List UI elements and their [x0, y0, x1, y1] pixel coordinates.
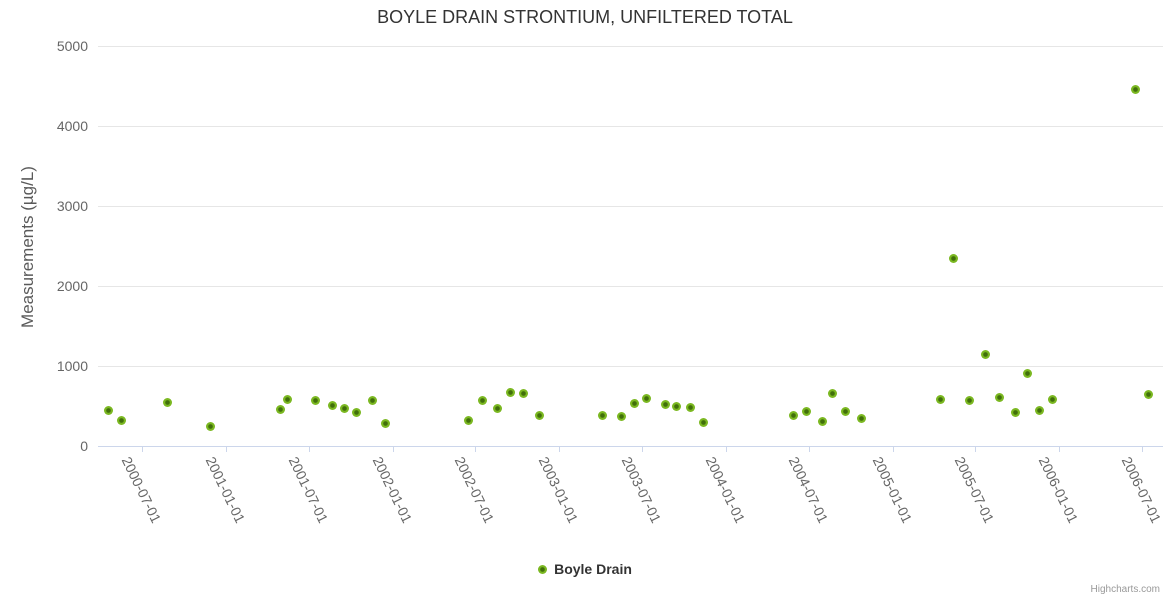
x-axis-label: 2002-07-01 [451, 454, 498, 526]
x-axis-tick [1142, 447, 1143, 452]
credits-link[interactable]: Highcharts.com [1090, 584, 1160, 595]
x-axis-label: 2004-07-01 [785, 454, 832, 526]
x-axis-label: 2000-07-01 [118, 454, 165, 526]
data-point[interactable] [1048, 394, 1058, 404]
x-axis-label: 2006-01-01 [1035, 454, 1082, 526]
y-axis-label: 1000 [56, 358, 88, 374]
x-axis-tick [892, 447, 894, 452]
y-gridline [98, 206, 1163, 207]
data-point[interactable] [630, 399, 640, 409]
data-point[interactable] [477, 395, 487, 405]
y-gridline [98, 286, 1163, 287]
data-point[interactable] [686, 402, 696, 412]
x-axis-label: 2005-07-01 [952, 454, 998, 526]
data-point[interactable] [671, 402, 681, 412]
x-axis-label: 2004-01-01 [702, 454, 749, 526]
data-point[interactable] [340, 404, 350, 414]
y-axis-label: 3000 [56, 198, 88, 214]
data-point[interactable] [535, 410, 545, 420]
x-axis-tick [142, 447, 143, 452]
data-point[interactable] [381, 419, 391, 429]
data-point[interactable] [162, 398, 172, 408]
data-point[interactable] [699, 418, 709, 428]
x-axis-label: 2003-01-01 [535, 454, 582, 526]
data-point[interactable] [103, 406, 113, 416]
data-point[interactable] [1144, 389, 1154, 399]
data-point[interactable] [275, 405, 285, 415]
data-point[interactable] [1010, 408, 1020, 418]
data-point[interactable] [518, 388, 528, 398]
data-point[interactable] [1022, 368, 1032, 378]
y-gridline [98, 126, 1163, 127]
data-point[interactable] [598, 410, 608, 420]
data-point[interactable] [788, 410, 798, 420]
chart-title: BOYLE DRAIN STRONTIUM, UNFILTERED TOTAL [377, 7, 793, 27]
x-axis-tick [725, 447, 727, 452]
data-point[interactable] [117, 415, 127, 425]
x-axis-label: 2005-01-01 [869, 454, 916, 526]
data-point[interactable] [840, 407, 850, 417]
data-point[interactable] [936, 394, 946, 404]
x-axis-label: 2001-01-01 [202, 454, 249, 526]
x-axis-tick [308, 447, 310, 452]
data-point[interactable] [463, 416, 473, 426]
data-point[interactable] [206, 421, 216, 431]
x-axis-label: 2001-07-01 [285, 454, 331, 526]
x-axis-label: 2003-07-01 [618, 454, 665, 526]
x-axis-tick [225, 447, 227, 452]
y-gridline [98, 366, 1163, 367]
x-axis-label: 2006-07-01 [1118, 454, 1165, 526]
data-point[interactable] [1034, 405, 1044, 415]
legend-item-boyle-drain[interactable]: Boyle Drain [0, 561, 1170, 577]
y-axis-label: 4000 [56, 118, 88, 134]
x-axis-tick [641, 447, 643, 452]
data-point[interactable] [352, 407, 362, 417]
data-point[interactable] [949, 253, 959, 263]
x-axis-tick [808, 447, 810, 452]
data-point[interactable] [856, 414, 866, 424]
x-axis-tick [975, 447, 977, 452]
data-point[interactable] [641, 394, 651, 404]
legend-label: Boyle Drain [554, 561, 632, 577]
x-axis-tick [1059, 447, 1061, 452]
y-gridline [98, 46, 1163, 47]
data-point[interactable] [310, 395, 320, 405]
x-axis-label: 2002-01-01 [369, 454, 415, 526]
data-point[interactable] [980, 349, 990, 359]
data-point[interactable] [327, 401, 337, 411]
data-point[interactable] [493, 404, 503, 414]
y-axis-label: 0 [80, 438, 88, 454]
data-point[interactable] [994, 392, 1004, 402]
data-point[interactable] [661, 399, 670, 409]
x-axis-line [98, 446, 1163, 447]
x-axis-tick [392, 447, 394, 452]
y-axis-label: 2000 [56, 278, 88, 294]
y-axis-label: 5000 [56, 38, 88, 54]
x-axis-tick [559, 447, 561, 452]
data-point[interactable] [818, 416, 827, 426]
data-point[interactable] [617, 411, 627, 421]
data-point[interactable] [828, 388, 838, 398]
data-point[interactable] [283, 394, 293, 404]
data-point[interactable] [1131, 84, 1141, 94]
data-point[interactable] [802, 406, 812, 416]
legend-marker-icon [538, 564, 548, 574]
data-point[interactable] [368, 395, 378, 405]
data-point[interactable] [964, 395, 974, 405]
x-axis-tick [475, 447, 477, 452]
data-point[interactable] [506, 387, 516, 397]
